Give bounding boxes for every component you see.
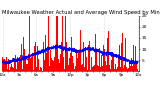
Text: Milwaukee Weather Actual and Average Wind Speed by Minute mph (Last 24 Hours): Milwaukee Weather Actual and Average Win…: [2, 10, 160, 15]
